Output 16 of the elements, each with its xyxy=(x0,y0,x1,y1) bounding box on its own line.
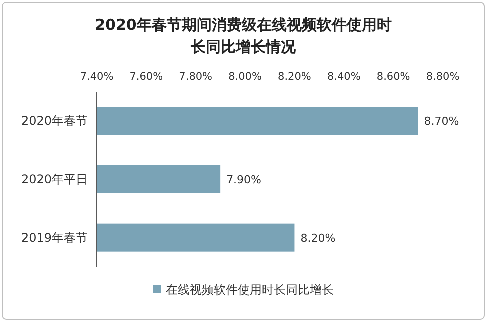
chart-title: 2020年春节期间消费级在线视频软件使用时长同比增长情况 xyxy=(95,16,392,56)
x-tick-label: 8.60% xyxy=(376,71,410,83)
y-tick-label: 2020年平日 xyxy=(21,172,88,186)
x-tick-label: 7.60% xyxy=(130,71,164,83)
x-tick-label: 7.40% xyxy=(80,71,114,83)
y-tick-label: 2019年春节 xyxy=(21,230,88,245)
data-label: 7.90% xyxy=(226,174,262,186)
y-tick-label: 2020年春节 xyxy=(21,114,88,128)
x-tick-label: 8.20% xyxy=(278,71,312,83)
legend-label: 在线视频软件使用时长同比增长 xyxy=(166,283,334,297)
data-label: 8.20% xyxy=(300,232,336,245)
x-tick-label: 8.40% xyxy=(327,71,361,83)
x-tick-label: 7.80% xyxy=(179,71,213,83)
data-label: 8.70% xyxy=(424,115,460,128)
x-tick-label: 8.80% xyxy=(426,71,460,83)
x-tick-label: 8.00% xyxy=(228,71,262,83)
